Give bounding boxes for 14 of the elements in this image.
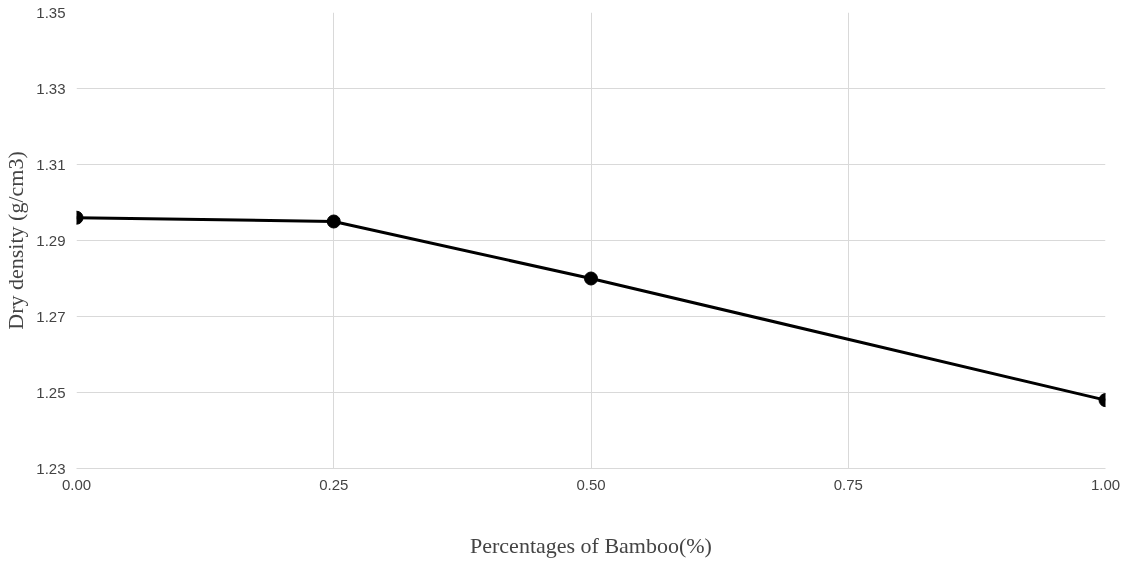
y-axis-title: Dry density (g/cm3)	[3, 151, 29, 330]
x-tick-label: 1.00	[1090, 475, 1121, 493]
x-tick-label: 0.00	[61, 475, 92, 493]
y-tick-label: 1.27	[36, 307, 66, 325]
y-tick-label: 1.31	[36, 155, 66, 173]
y-tick-label: 1.33	[36, 79, 66, 97]
y-tick-label: 1.23	[36, 459, 66, 477]
x-tick-label: 0.50	[576, 475, 606, 493]
x-tick-label: 0.25	[319, 475, 349, 493]
x-tick-label: 0.75	[833, 475, 863, 493]
y-tick-label: 1.35	[36, 3, 66, 21]
y-tick-label: 1.25	[36, 383, 66, 401]
y-tick-label: 1.29	[36, 231, 66, 249]
x-axis-title: Percentages of Bamboo(%)	[470, 532, 712, 558]
